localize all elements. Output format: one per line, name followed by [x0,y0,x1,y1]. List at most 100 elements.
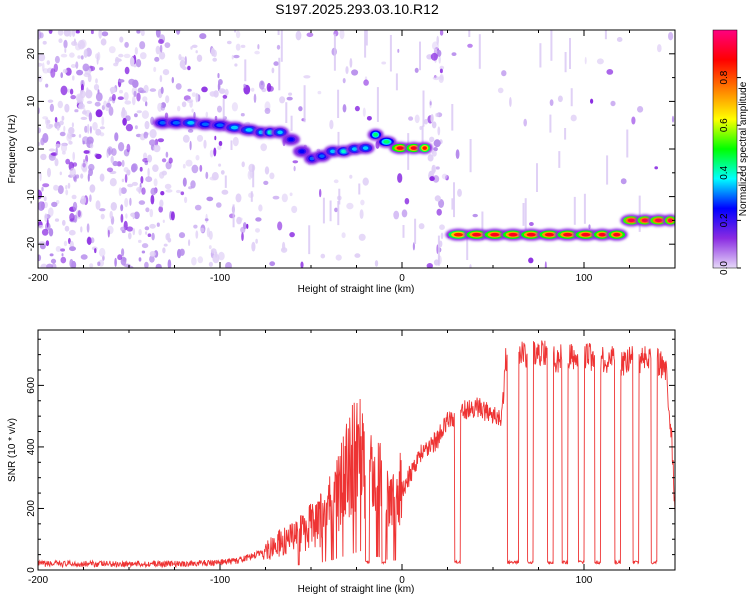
noise-speck [381,61,387,65]
noise-speck [279,96,286,104]
noise-speck [182,163,186,169]
noise-streak [573,196,576,225]
noise-speck [87,237,92,245]
noise-speck [101,116,105,126]
noise-speck [85,89,93,99]
noise-speck [205,171,209,179]
noise-speck [99,67,104,71]
noise-speck [221,189,229,195]
noise-speck [208,261,213,267]
noise-speck [126,169,131,176]
noise-speck [149,139,156,146]
noise-speck [218,140,223,147]
noise-streak [437,235,440,266]
noise-speck [65,67,72,76]
noise-speck [165,233,169,241]
noise-streak [466,234,469,260]
x-tick-label: 100 [576,273,593,284]
noise-streak [277,30,280,35]
noise-speck [117,254,123,261]
noise-speck [455,149,460,160]
noise-speck [151,232,155,241]
noise-speck [72,151,75,161]
noise-speck [50,68,56,78]
noise-speck [108,46,116,54]
noise-speck [59,120,64,126]
noise-speck [435,166,440,170]
noise-speck [264,107,271,114]
noise-speck [349,58,353,68]
noise-speck [63,240,68,247]
noise-speck [80,173,84,179]
noise-speck [80,195,87,205]
noise-speck [393,210,400,220]
noise-speck [134,47,138,55]
noise-speck [435,112,440,118]
noise-speck [40,263,48,268]
noise-speck [150,194,155,205]
noise-speck [269,261,276,267]
noise-speck [155,45,161,55]
noise-speck [140,30,145,36]
noise-speck [255,228,260,233]
noise-speck [295,30,302,41]
noise-speck [241,232,244,242]
noise-speck [124,41,129,48]
noise-streak [280,30,283,62]
noise-speck [88,168,93,177]
noise-speck [63,39,68,49]
snr-y-ticks: 0 200 400 600 [26,338,675,573]
noise-speck [374,260,379,267]
noise-speck [165,189,173,193]
noise-speck [49,253,54,257]
noise-speck [243,222,247,230]
noise-speck [60,72,63,79]
noise-speck [150,187,157,196]
noise-speck [120,226,126,232]
noise-speck [86,100,93,104]
noise-speck [208,245,212,250]
noise-streak [468,30,471,37]
colorbar-label: Normalized spectral amplitude [738,81,749,216]
noise-speck [616,37,623,42]
noise-speck [209,149,214,158]
noise-speck [106,102,112,108]
noise-speck [501,70,507,77]
noise-streak [244,59,247,82]
noise-streak [338,188,341,205]
noise-speck [61,253,64,257]
spectrogram-y-ticks: -20 -10 0 10 20 [26,29,675,269]
noise-speck [128,78,136,85]
noise-speck [196,134,204,142]
noise-speck [89,184,96,193]
noise-speck [272,195,280,200]
noise-streak [453,182,455,218]
noise-speck [472,213,478,218]
noise-speck [208,230,213,240]
noise-speck [99,126,105,130]
noise-streak [337,131,340,148]
noise-streak [250,191,253,202]
noise-speck [60,85,68,96]
noise-speck [64,103,70,113]
noise-speck [334,207,338,213]
noise-speck [87,123,90,134]
noise-speck [42,40,47,45]
noise-speck [142,96,148,102]
noise-speck [54,218,60,222]
noise-speck [121,178,125,183]
noise-speck [71,122,74,128]
noise-speck [119,89,123,94]
noise-speck [160,191,165,196]
noise-speck [235,193,242,203]
noise-speck [65,158,71,165]
noise-speck [95,153,102,159]
noise-speck [269,172,275,180]
noise-speck [149,223,156,229]
noise-speck [126,226,134,232]
noise-speck [57,100,63,109]
noise-speck [654,166,658,170]
noise-speck [182,134,190,143]
noise-speck [97,89,100,95]
noise-speck [57,30,64,36]
